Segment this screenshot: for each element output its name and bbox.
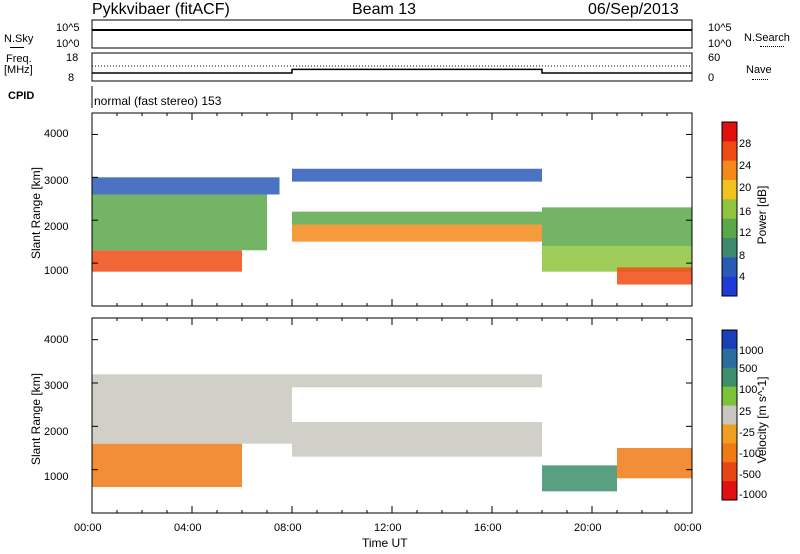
- velocity-cb-tick: -500: [739, 469, 762, 481]
- date-title: 06/Sep/2013: [588, 1, 679, 18]
- velocity-cb-tick: -25: [739, 427, 755, 439]
- nave-tick-top: 60: [708, 52, 721, 64]
- power-colorbar-swatch: [722, 238, 737, 258]
- power-data-region: [617, 267, 692, 285]
- power-y-tick: 2000: [44, 221, 69, 233]
- power-data-region: [92, 250, 242, 272]
- station-title: Pykkvibaer (fitACF): [92, 1, 230, 18]
- power-colorbar-swatch: [722, 160, 737, 181]
- velocity-colorbar-frame: [721, 329, 738, 501]
- velocity-cb-tick: 1000: [739, 345, 764, 357]
- beam-title: Beam 13: [352, 1, 417, 18]
- power-colorbar-swatch: [722, 199, 737, 220]
- x-tick: 20:00: [574, 522, 602, 534]
- power-data-region: [292, 211, 542, 225]
- power-cb-tick: 16: [739, 206, 752, 218]
- velocity-cb-tick: 100: [739, 384, 758, 396]
- nsky-tick-bottom: 10^0: [56, 38, 80, 50]
- velocity-colorbar-swatch: [722, 443, 737, 463]
- velocity-data-region: [617, 448, 692, 479]
- x-tick: 08:00: [274, 522, 302, 534]
- nsearch-tick-top: 10^5: [708, 22, 732, 34]
- velocity-data-region: [292, 374, 542, 388]
- power-y-tick: 1000: [44, 265, 69, 277]
- velocity-y-tick: 1000: [44, 471, 69, 483]
- cpid-label: CPID: [8, 90, 35, 102]
- power-y-tick: 4000: [44, 128, 69, 140]
- x-tick: 16:00: [474, 522, 502, 534]
- power-cb-tick: 20: [739, 182, 752, 194]
- velocity-cb-tick: 500: [739, 363, 758, 375]
- power-cb-tick: 24: [739, 160, 752, 172]
- nsky-label: N.Sky: [4, 33, 34, 45]
- power-cb-tick: 8: [739, 250, 746, 262]
- power-colorbar-swatch: [722, 218, 737, 239]
- velocity-cb-tick: -100: [739, 448, 762, 460]
- nave-tick-bottom: 0: [708, 72, 715, 84]
- velocity-cb-tick: -1000: [739, 489, 768, 501]
- velocity-colorbar-swatch: [722, 462, 737, 482]
- cpid-value: normal (fast stereo) 153: [94, 94, 222, 108]
- nsearch-label: N.Search: [744, 32, 790, 44]
- nave-legend-line: [752, 79, 768, 80]
- x-axis-label: Time UT: [362, 536, 408, 550]
- velocity-y-tick: 2000: [44, 426, 69, 438]
- velocity-colorbar-swatch: [722, 348, 737, 369]
- power-colorbar-swatch: [722, 180, 737, 200]
- power-colorbar-swatch: [722, 257, 737, 278]
- nsearch-legend-line: [760, 46, 784, 47]
- velocity-y-tick: 4000: [44, 334, 69, 346]
- velocity-colorbar-swatch: [722, 405, 737, 425]
- velocity-y-tick: 3000: [44, 380, 69, 392]
- nsky-legend-line: [10, 47, 24, 48]
- velocity-cb-tick: 25: [739, 406, 752, 418]
- velocity-colorbar-swatch: [722, 481, 737, 501]
- freq-series-line: [92, 68, 692, 74]
- velocity-colorbar-swatch: [722, 386, 737, 407]
- power-cb-tick: 4: [739, 271, 746, 283]
- freq-tick-top: 18: [66, 52, 79, 64]
- velocity-data-region: [542, 465, 617, 492]
- power-data-region: [292, 168, 542, 182]
- velocity-data-region: [92, 443, 242, 487]
- freq-tick-bottom: 8: [68, 72, 75, 84]
- nsky-tick-top: 10^5: [56, 22, 80, 34]
- velocity-data-region: [292, 422, 542, 457]
- nave-label: Nave: [746, 64, 772, 76]
- velocity-colorbar-swatch: [722, 367, 737, 388]
- freq-panel-frame: [91, 52, 693, 82]
- nsearch-tick-bottom: 10^0: [708, 38, 732, 50]
- power-colorbar-swatch: [722, 276, 737, 297]
- power-colorbar-frame: [721, 121, 738, 297]
- power-cb-tick: 12: [739, 227, 752, 239]
- power-colorbar-swatch: [722, 141, 737, 162]
- x-tick: 00:00: [74, 522, 102, 534]
- power-colorbar-swatch: [722, 122, 737, 142]
- x-tick: 00:00: [674, 522, 702, 534]
- velocity-data-region: [92, 374, 292, 444]
- power-data-region: [542, 207, 692, 246]
- power-data-region: [92, 177, 280, 195]
- velocity-colorbar-swatch: [722, 330, 737, 350]
- velocity-colorbar-swatch: [722, 424, 737, 444]
- power-cb-tick: 28: [739, 138, 752, 150]
- power-y-tick: 3000: [44, 175, 69, 187]
- x-tick: 12:00: [374, 522, 402, 534]
- x-tick: 04:00: [174, 522, 202, 534]
- nsky-panel-frame: [91, 19, 693, 49]
- freq-label: Freq.: [6, 53, 32, 65]
- power-data-region: [92, 194, 267, 251]
- power-data-region: [292, 224, 542, 242]
- freq-unit-label: [MHz]: [4, 64, 33, 76]
